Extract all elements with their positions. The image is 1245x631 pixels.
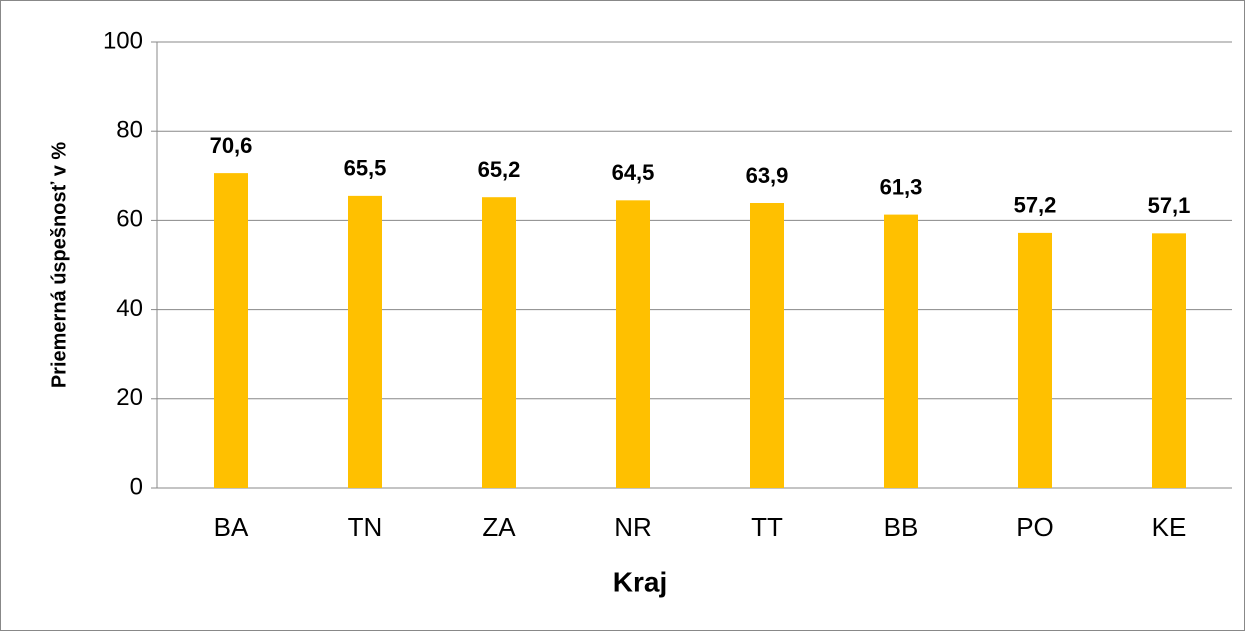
y-tick-label: 60: [116, 206, 143, 233]
data-label: 63,9: [746, 163, 789, 188]
bar: [750, 203, 784, 489]
y-tick-label: 40: [116, 295, 143, 322]
data-label: 57,1: [1148, 193, 1191, 218]
x-tick-label: NR: [614, 512, 652, 542]
x-tick-label: PO: [1016, 512, 1054, 542]
y-tick-label: 80: [116, 117, 143, 144]
bar: [348, 195, 382, 488]
data-label: 65,5: [344, 156, 387, 181]
x-tick-label: BB: [884, 512, 919, 542]
data-label: 65,2: [478, 157, 521, 182]
bar: [1018, 232, 1052, 488]
x-tick-label: BA: [214, 512, 249, 542]
x-tick-label: KE: [1152, 512, 1187, 542]
y-tick-label: 0: [130, 473, 143, 500]
data-label: 61,3: [880, 174, 923, 199]
x-tick-label: TN: [348, 512, 383, 542]
bar: [1152, 233, 1186, 488]
data-label: 57,2: [1014, 193, 1057, 218]
y-axis-title: Priemerná úspešnosť v %: [48, 142, 70, 389]
x-tick-label: TT: [751, 512, 783, 542]
x-axis-title: Kraj: [613, 566, 667, 597]
y-tick-label: 100: [103, 27, 143, 54]
y-tick-label: 20: [116, 384, 143, 411]
data-label: 70,6: [210, 133, 253, 158]
data-label: 64,5: [612, 160, 655, 185]
bar: [482, 197, 516, 488]
bar: [884, 214, 918, 489]
bar: [616, 200, 650, 488]
x-tick-label: ZA: [482, 512, 516, 542]
bar: [214, 173, 248, 488]
